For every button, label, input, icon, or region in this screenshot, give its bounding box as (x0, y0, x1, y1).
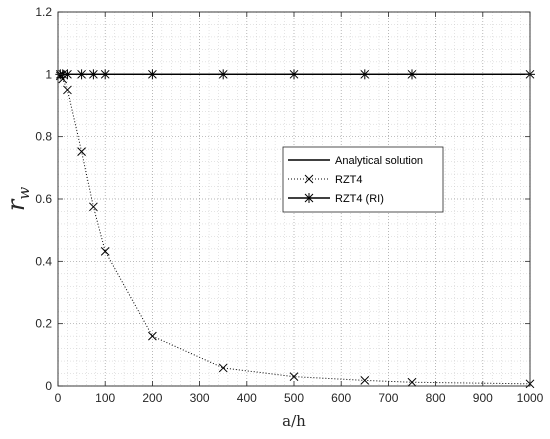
series-rzt4-ri (55, 69, 535, 80)
y-tick-label: 1 (45, 67, 52, 81)
x-axis-label: a/h (282, 412, 306, 430)
data-point-rzt4-ri (88, 69, 99, 80)
data-point-rzt4-ri (100, 69, 111, 80)
y-axis-label-main: r (2, 198, 30, 211)
x-tick-label: 0 (55, 391, 62, 405)
axes: 0 100 200 300 400 500 600 700 800 900 1000 0 0.2 0.4 0… (35, 5, 543, 405)
data-point-rzt4-ri (62, 69, 73, 80)
data-point-rzt4-ri (407, 69, 417, 80)
legend-label: RZT4 (RI) (335, 193, 384, 205)
legend-label: Analytical solution (335, 155, 423, 167)
y-tick-label: 0.4 (35, 254, 52, 268)
x-tick-label: 700 (378, 391, 398, 405)
data-point-rzt4 (89, 202, 98, 212)
x-tick-label: 300 (190, 391, 210, 405)
legend-marker (304, 174, 314, 184)
legend-entry-rzt4-ri: RZT4 (RI) (288, 193, 384, 205)
y-axis-label-sub: w (15, 187, 33, 200)
legend: Analytical solution RZT4 RZT4 (RI) (282, 146, 444, 213)
legend-marker (304, 193, 314, 203)
y-tick-label: 1.2 (35, 5, 52, 19)
y-tick-label: 0.8 (35, 130, 52, 144)
x-tick-label: 400 (237, 391, 257, 405)
data-point-rzt4-ri (218, 69, 229, 80)
series-rzt4 (56, 71, 535, 389)
data-point-rzt4 (77, 147, 86, 156)
legend-entry-analytical-solution: Analytical solution (288, 155, 423, 167)
data-point-rzt4 (218, 363, 228, 373)
data-point-rzt4 (360, 376, 370, 385)
legend-label: RZT4 (335, 174, 363, 186)
x-tick-label: 800 (426, 391, 446, 405)
data-point-rzt4-ri (289, 69, 299, 80)
data-point-rzt4 (63, 85, 72, 95)
x-tick-label: 200 (142, 391, 162, 405)
series-line-rzt4 (59, 75, 531, 385)
x-tick-label: 100 (95, 391, 115, 405)
data-point-rzt4 (407, 377, 417, 387)
y-tick-label: 0.6 (35, 192, 52, 206)
y-tick-label: 0 (45, 379, 52, 393)
legend-entry-rzt4: RZT4 (288, 174, 363, 186)
grid (57, 11, 531, 387)
data-point-rzt4-ri (147, 69, 158, 80)
y-axis-label: rw (2, 187, 33, 211)
series-layer (55, 69, 535, 389)
data-point-rzt4 (289, 372, 299, 382)
data-point-rzt4 (148, 331, 157, 341)
y-tick-label: 0.2 (35, 317, 52, 331)
x-tick-label: 1000 (517, 391, 544, 405)
data-point-rzt4 (100, 247, 110, 256)
data-point-rzt4-ri (359, 69, 370, 80)
x-tick-label: 900 (473, 391, 493, 405)
x-tick-label: 500 (284, 391, 304, 405)
x-tick-label: 600 (331, 391, 351, 405)
data-point-rzt4-ri (76, 69, 87, 80)
